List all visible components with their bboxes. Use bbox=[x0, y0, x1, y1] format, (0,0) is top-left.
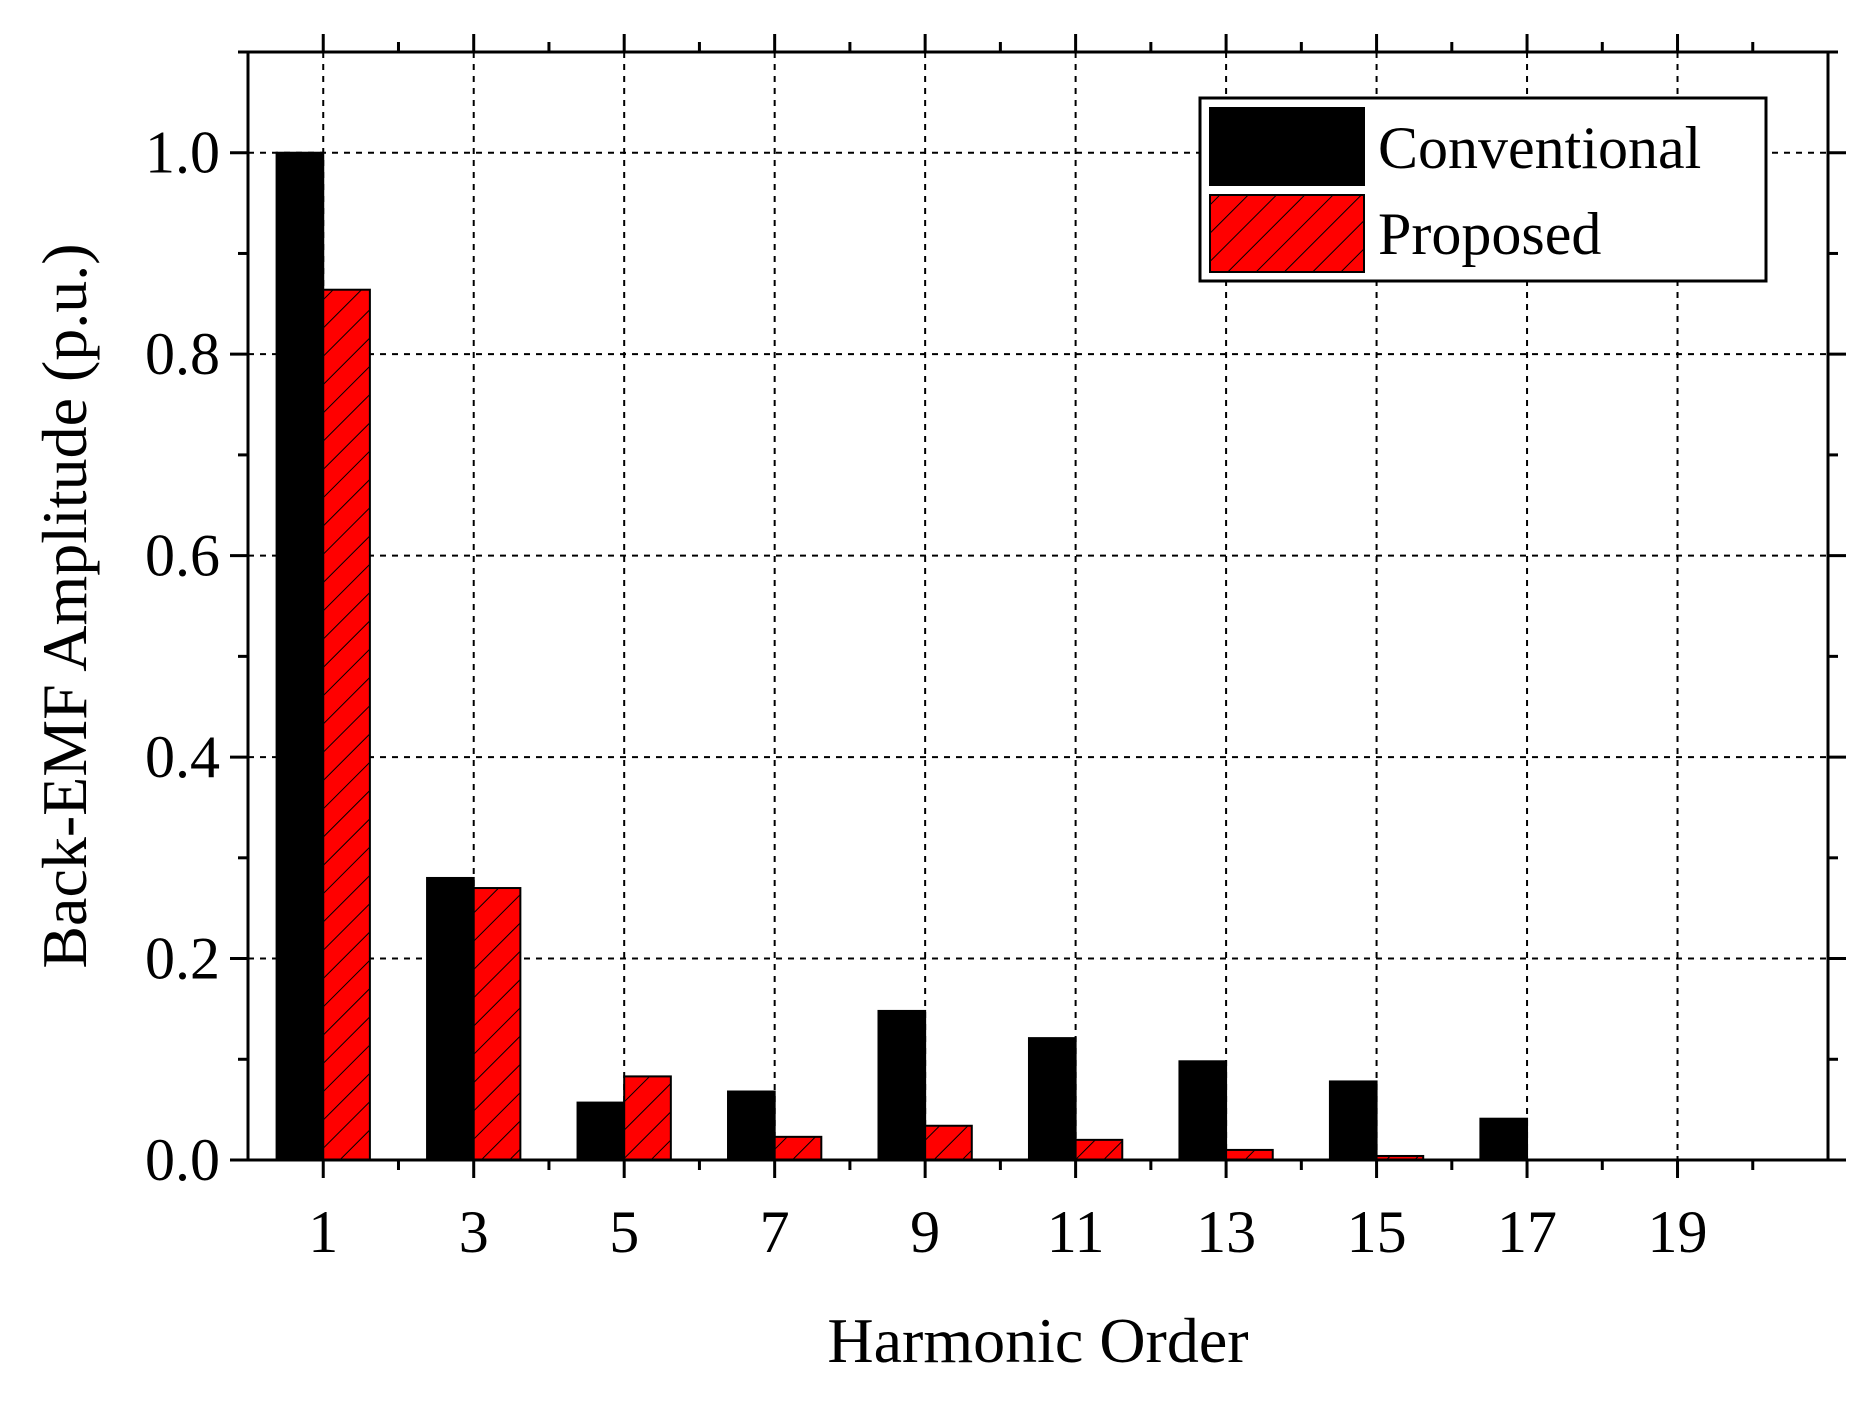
legend-label-conventional: Conventional bbox=[1378, 115, 1701, 181]
x-tick-label: 1 bbox=[308, 1199, 338, 1265]
y-tick-label: 0.6 bbox=[145, 523, 220, 589]
x-tick-label: 11 bbox=[1047, 1199, 1105, 1265]
y-tick-label: 0.0 bbox=[145, 1127, 220, 1193]
bar-conventional-7 bbox=[727, 1090, 776, 1162]
tick-labels: 1 3 5 7 9 11 13 15 17 190.00.20.40.60.81.0 bbox=[145, 120, 1708, 1265]
x-tick-label: 7 bbox=[760, 1199, 790, 1265]
x-axis-title: Harmonic Order bbox=[827, 1305, 1248, 1376]
bar-proposed-9 bbox=[924, 1124, 973, 1161]
bar-conventional-17 bbox=[1479, 1117, 1529, 1161]
plot-frame bbox=[246, 50, 1830, 1162]
y-tick-label: 0.4 bbox=[145, 724, 220, 790]
bar-conventional-9 bbox=[877, 1009, 927, 1162]
bar-conventional-11 bbox=[1027, 1037, 1077, 1161]
legend-swatch-conventional bbox=[1209, 107, 1365, 186]
bar-conventional-1 bbox=[275, 151, 325, 1161]
y-axis-title: Back-EMF Amplitude (p.u.) bbox=[29, 243, 100, 968]
bar-conventional-13 bbox=[1178, 1060, 1228, 1161]
legend-swatch-proposed bbox=[1209, 194, 1365, 273]
bar-proposed-1 bbox=[322, 288, 371, 1161]
ticks bbox=[230, 34, 1846, 1178]
x-tick-label: 3 bbox=[459, 1199, 489, 1265]
bar-conventional-15 bbox=[1328, 1080, 1378, 1162]
x-tick-label: 19 bbox=[1648, 1199, 1708, 1265]
bar-proposed-13 bbox=[1225, 1148, 1274, 1161]
legend-label-proposed: Proposed bbox=[1378, 201, 1601, 267]
y-tick-label: 0.8 bbox=[145, 321, 220, 387]
x-tick-label: 17 bbox=[1497, 1199, 1557, 1265]
bar-proposed-5 bbox=[623, 1075, 672, 1161]
bar-proposed-3 bbox=[472, 887, 522, 1161]
y-tick-label: 1.0 bbox=[145, 120, 220, 186]
x-tick-label: 5 bbox=[609, 1199, 639, 1265]
x-tick-label: 15 bbox=[1347, 1199, 1407, 1265]
bar-conventional-3 bbox=[426, 876, 475, 1161]
bar-proposed-11 bbox=[1074, 1138, 1124, 1161]
bars bbox=[275, 151, 1529, 1162]
y-tick-label: 0.2 bbox=[145, 926, 220, 992]
x-tick-label: 9 bbox=[910, 1199, 940, 1265]
bar-conventional-5 bbox=[576, 1101, 626, 1161]
legend: Conventional Proposed bbox=[1198, 96, 1768, 283]
bar-proposed-7 bbox=[773, 1135, 823, 1162]
x-tick-label: 13 bbox=[1196, 1199, 1256, 1265]
